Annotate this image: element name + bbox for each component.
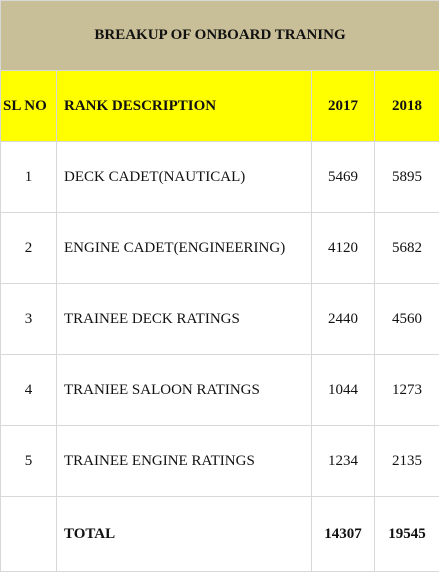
total-row: TOTAL 14307 19545 — [1, 497, 439, 572]
row-value-2017: 5469 — [312, 142, 375, 213]
header-rank-description: RANK DESCRIPTION — [57, 71, 312, 142]
row-value-2017: 2440 — [312, 284, 375, 355]
table-row: 5 TRAINEE ENGINE RATINGS 1234 2135 — [1, 426, 439, 497]
row-value-2017: 4120 — [312, 213, 375, 284]
row-sl-no: 4 — [1, 355, 57, 426]
row-description: DECK CADET(NAUTICAL) — [57, 142, 312, 213]
title-row: BREAKUP OF ONBOARD TRANING — [1, 1, 439, 71]
header-sl-no: SL NO — [1, 71, 57, 142]
row-sl-no: 3 — [1, 284, 57, 355]
row-description: TRAINEE DECK RATINGS — [57, 284, 312, 355]
total-label: TOTAL — [57, 497, 312, 572]
table-title: BREAKUP OF ONBOARD TRANING — [1, 1, 439, 71]
row-value-2017: 1234 — [312, 426, 375, 497]
row-value-2017: 1044 — [312, 355, 375, 426]
row-value-2018: 5895 — [375, 142, 439, 213]
total-value-2017: 14307 — [312, 497, 375, 572]
total-value-2018: 19545 — [375, 497, 439, 572]
table-row: 4 TRANIEE SALOON RATINGS 1044 1273 — [1, 355, 439, 426]
row-description: TRANIEE SALOON RATINGS — [57, 355, 312, 426]
header-year-2018: 2018 — [375, 71, 439, 142]
row-value-2018: 5682 — [375, 213, 439, 284]
table-row: 3 TRAINEE DECK RATINGS 2440 4560 — [1, 284, 439, 355]
header-year-2017: 2017 — [312, 71, 375, 142]
table-row: 1 DECK CADET(NAUTICAL) 5469 5895 — [1, 142, 439, 213]
row-value-2018: 1273 — [375, 355, 439, 426]
table-row: 2 ENGINE CADET(ENGINEERING) 4120 5682 — [1, 213, 439, 284]
row-description: ENGINE CADET(ENGINEERING) — [57, 213, 312, 284]
row-value-2018: 4560 — [375, 284, 439, 355]
header-row: SL NO RANK DESCRIPTION 2017 2018 — [1, 71, 439, 142]
row-sl-no: 1 — [1, 142, 57, 213]
row-description: TRAINEE ENGINE RATINGS — [57, 426, 312, 497]
row-value-2018: 2135 — [375, 426, 439, 497]
row-sl-no: 2 — [1, 213, 57, 284]
total-sl-empty — [1, 497, 57, 572]
row-sl-no: 5 — [1, 426, 57, 497]
